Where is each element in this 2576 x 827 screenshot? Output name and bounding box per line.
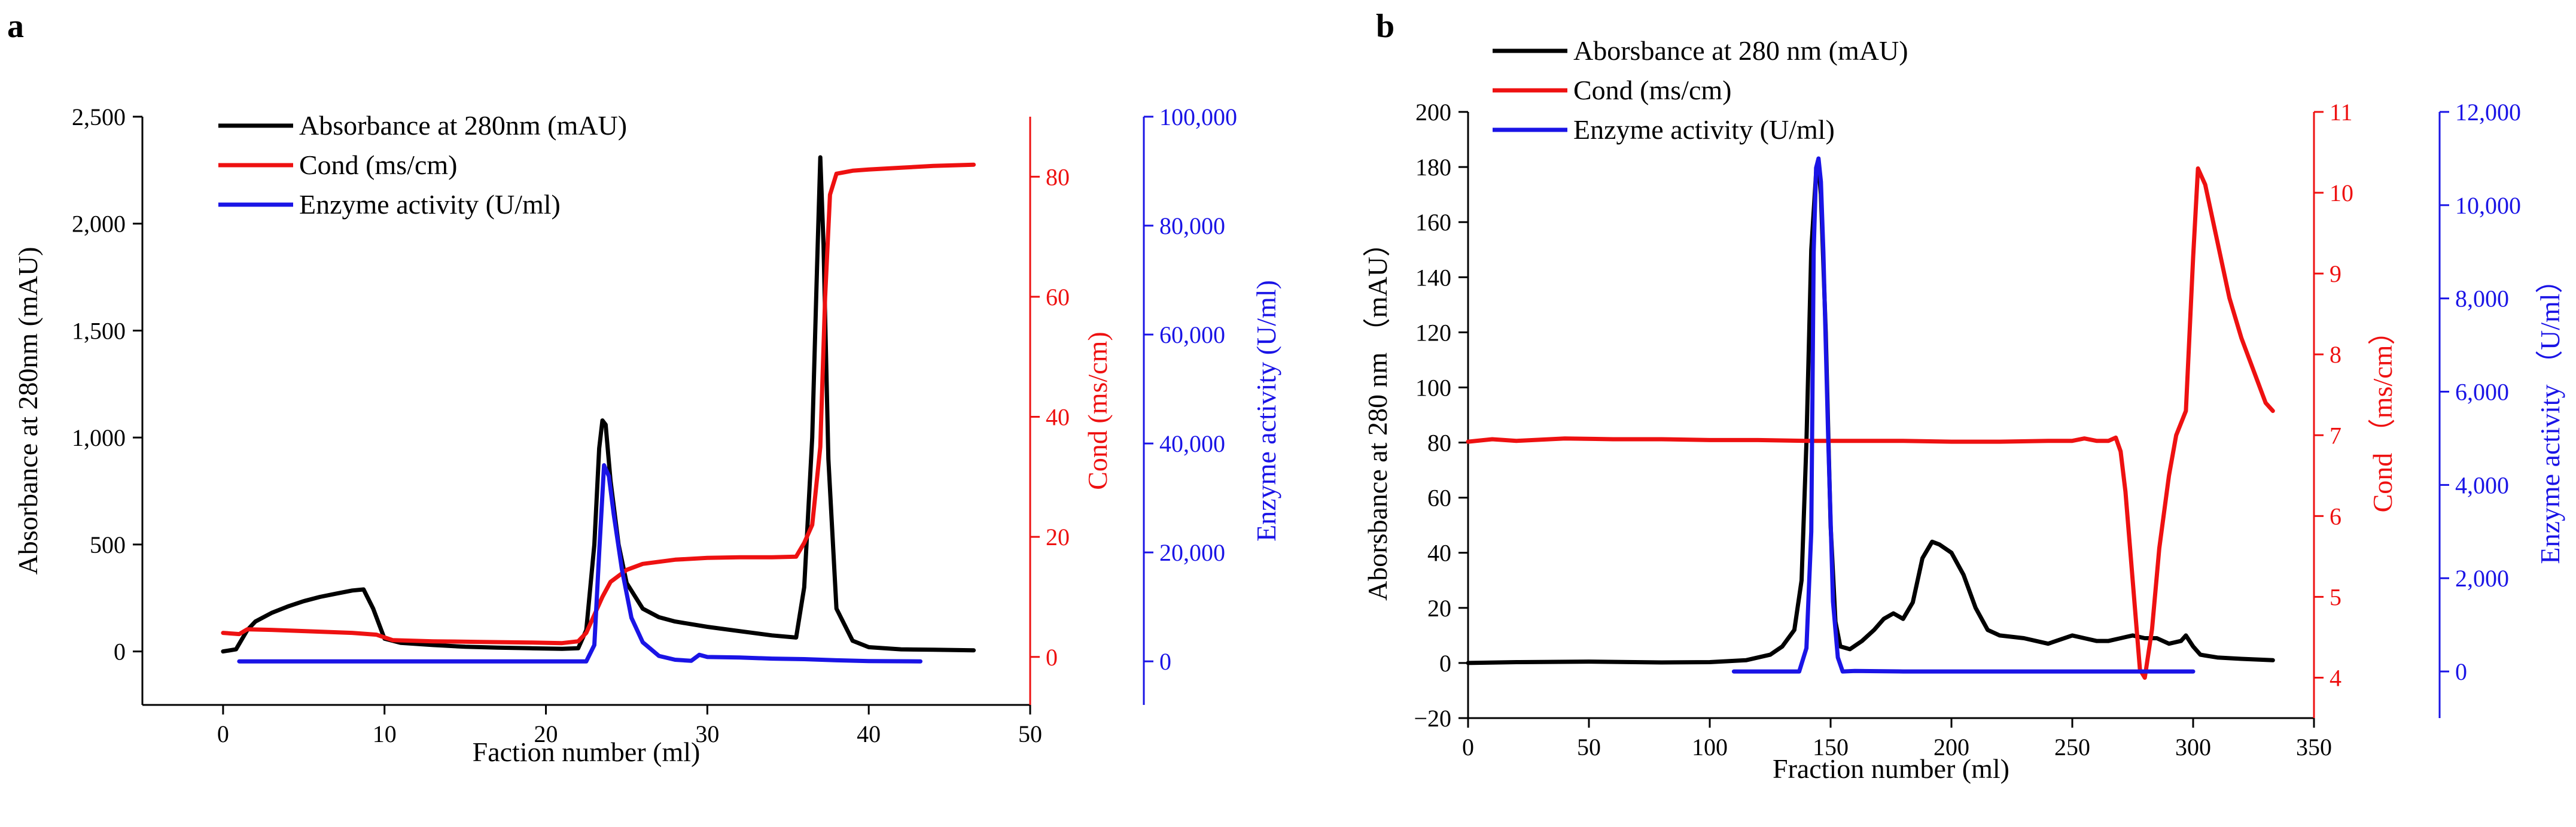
panel-b-x-tick-label: 200 — [1933, 734, 1969, 761]
panel-b-right1-y-tick-label: 6 — [2330, 503, 2341, 530]
panel-a-left-y-tick-label: 0 — [114, 639, 126, 665]
panel-b-right1-y-axis-label: Cond （ms/cm） — [2367, 318, 2398, 513]
panel-b-right2-y-tick-label: 4,000 — [2455, 472, 2509, 498]
panel-b-x-tick-label: 50 — [1577, 734, 1601, 761]
panel-b-right2-y-tick-label: 12,000 — [2455, 99, 2521, 126]
panel-b-absorbance-line — [1466, 165, 2275, 665]
panel-a-right1-y-tick-label: 40 — [1046, 404, 1070, 431]
panel-b-right1-y-tick-label: 5 — [2330, 583, 2341, 610]
panel-a-right2-y-tick-label: 80,000 — [1159, 212, 1225, 239]
panel-b-right1-y-tick-label: 9 — [2330, 260, 2341, 287]
panel-b-x-axis-label: Fraction number (ml) — [1773, 753, 2009, 784]
panel-b-right2-y-tick-label: 2,000 — [2455, 565, 2509, 592]
panel-b-legend: Aborsbance at 280 nm (mAU) Cond (ms/cm) En… — [1493, 35, 1908, 145]
panel-a-legend-label-absorbance: Absorbance at 280nm (mAU) — [299, 110, 627, 141]
panel-b-x-tick-label: 250 — [2054, 734, 2090, 761]
panel-a-x-tick-label: 30 — [695, 720, 719, 747]
panel-b-x-tick-label: 150 — [1813, 734, 1849, 761]
panel-b-left-y-tick-label: −20 — [1414, 705, 1451, 732]
panel-b-x-tick-label: 350 — [2296, 734, 2332, 761]
panel-b-left-y-tick-label: 20 — [1427, 595, 1451, 622]
panel-a-right1-y-tick-label: 20 — [1046, 524, 1070, 551]
panel-b-label: b — [1376, 8, 1394, 45]
panel-b-left-y-tick-label: 80 — [1427, 430, 1451, 457]
panel-a-cond-line — [221, 162, 976, 646]
panel-a-right1-y-axis-label: Cond (ms/cm) — [1082, 332, 1113, 489]
panel-b-left-y-tick-label: 60 — [1427, 485, 1451, 512]
panel-b-right1-y-tick-label: 4 — [2330, 664, 2341, 691]
panel-b-x-tick-label: 300 — [2175, 734, 2211, 761]
panel-a-right2-y-tick-label: 40,000 — [1159, 430, 1225, 457]
panel-a-left-y-tick-label: 2,000 — [72, 211, 126, 238]
panel-a-right2-y-tick-label: 20,000 — [1159, 539, 1225, 566]
panel-a-legend-label-enzyme-activity: Enzyme activity (U/ml) — [299, 189, 561, 220]
panel-a-right2-y-tick-label: 0 — [1159, 648, 1171, 675]
panel-a-right1-y-tick-label: 60 — [1046, 284, 1070, 311]
panel-a-legend: Absorbance at 280nm (mAU) Cond (ms/cm) Enz… — [218, 110, 627, 220]
panel-b-right2-y-tick-label: 8,000 — [2455, 285, 2509, 312]
panel-a-chart: 0 10 20 30 40 50 Faction number (ml) 0 500 1,000 1… — [13, 104, 1281, 767]
panel-a-x-tick-label: 0 — [217, 720, 229, 747]
panel-a-x-tick-label: 20 — [534, 720, 558, 747]
panel-b-right2-y-axis-label: Enzyme activity （U/ml） — [2535, 266, 2565, 564]
panel-a-x-tick-label: 10 — [373, 720, 397, 747]
panel-a-x-axis-label: Faction number (ml) — [473, 737, 701, 767]
panel-a-legend-label-cond: Cond (ms/cm) — [299, 150, 457, 180]
panel-b-left-y-tick-label: 140 — [1415, 264, 1451, 291]
panel-b-right2-y-tick-label: 6,000 — [2455, 379, 2509, 406]
panel-b-legend-label-cond: Cond (ms/cm) — [1573, 75, 1731, 105]
panel-a-left-y-tick-label: 2,500 — [72, 104, 126, 130]
panel-a-right1-y-tick-label: 80 — [1046, 163, 1070, 190]
panel-b-left-y-tick-label: 0 — [1439, 650, 1451, 677]
panel-b-left-y-tick-label: 40 — [1427, 540, 1451, 567]
panel-a-left-y-tick-label: 500 — [90, 531, 126, 558]
panel-b-right1-y-tick-label: 8 — [2330, 341, 2341, 368]
panel-b-left-y-tick-label: 200 — [1415, 99, 1451, 126]
panel-b-left-y-tick-label: 120 — [1415, 319, 1451, 346]
panel-b-right1-y-tick-label: 7 — [2330, 422, 2341, 449]
panel-b-right2-y-tick-label: 10,000 — [2455, 192, 2521, 219]
panel-a-left-y-axis-label: Absorbance at 280nm (mAU) — [13, 247, 43, 574]
panel-a-x-tick-label: 50 — [1018, 720, 1042, 747]
panel-b-left-y-tick-label: 100 — [1415, 374, 1451, 401]
panel-b-cond-line — [1466, 166, 2275, 680]
panel-b-enzyme-activity-line — [1731, 156, 2196, 674]
panel-b-right2-y-tick-label: 0 — [2455, 658, 2467, 685]
panel-a-label: a — [7, 8, 24, 45]
panel-a-right1-y-tick-label: 0 — [1046, 644, 1058, 671]
panel-a-left-y-tick-label: 1,000 — [72, 424, 126, 451]
panel-a-absorbance-line — [221, 155, 976, 654]
panel-b-left-y-axis-label: Aborsbance at 280 nm （mAU） — [1362, 229, 1393, 601]
panel-b-left-y-tick-label: 160 — [1415, 209, 1451, 236]
panel-b-x-tick-label: 100 — [1692, 734, 1728, 761]
panel-b-legend-label-absorbance: Aborsbance at 280 nm (mAU) — [1573, 35, 1908, 66]
panel-b-x-tick-label: 0 — [1462, 734, 1474, 761]
panel-b-legend-label-enzyme-activity: Enzyme activity (U/ml) — [1573, 114, 1835, 145]
panel-b-left-y-tick-label: 180 — [1415, 154, 1451, 181]
panel-a-right2-y-tick-label: 60,000 — [1159, 321, 1225, 348]
panel-a-right2-y-axis-label: Enzyme activity (U/ml) — [1251, 280, 1281, 542]
panel-a-left-y-tick-label: 1,500 — [72, 317, 126, 344]
panel-b-right1-y-tick-label: 11 — [2330, 99, 2353, 126]
panel-a-x-tick-label: 40 — [857, 720, 881, 747]
panel-a-right2-y-tick-label: 100,000 — [1159, 104, 1237, 130]
panel-a-enzyme-activity-line — [237, 463, 922, 664]
panel-b-right1-y-tick-label: 10 — [2330, 180, 2353, 206]
